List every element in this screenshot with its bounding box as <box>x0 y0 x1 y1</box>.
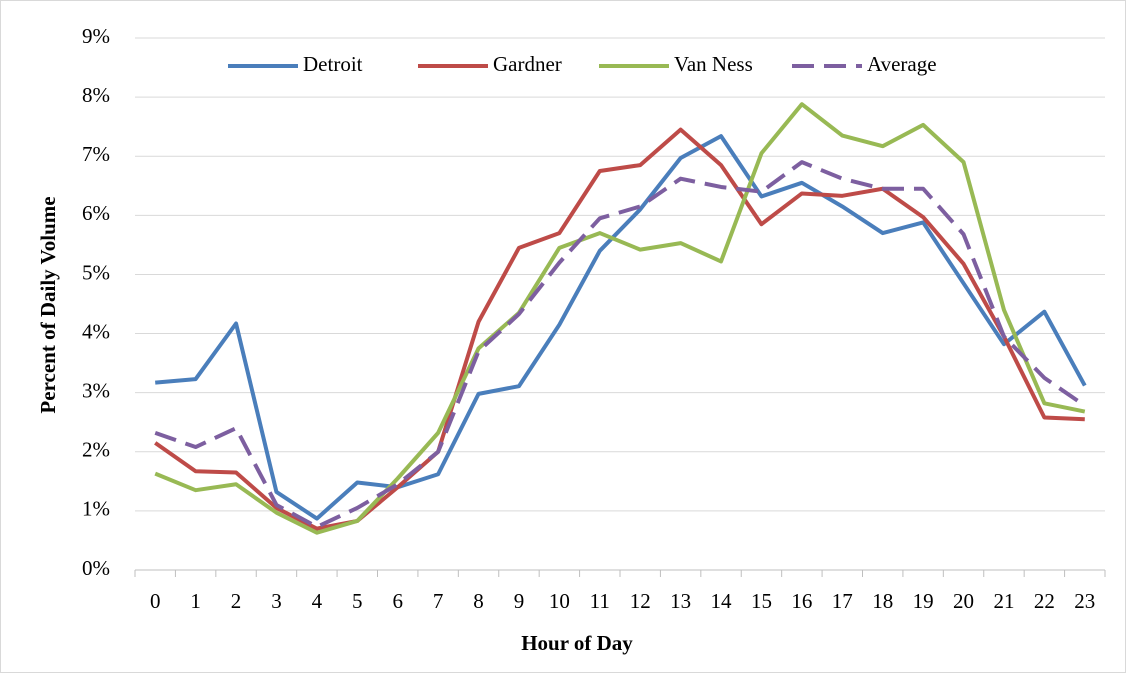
x-tick-label: 11 <box>590 589 610 613</box>
x-tick-label: 14 <box>711 589 733 613</box>
x-tick-label: 9 <box>514 589 525 613</box>
x-tick-label: 2 <box>231 589 242 613</box>
x-tick-label: 10 <box>549 589 570 613</box>
y-axis-title: Percent of Daily Volume <box>36 196 60 413</box>
x-tick-label: 19 <box>913 589 934 613</box>
legend-label: Van Ness <box>674 52 753 76</box>
line-series <box>154 160 1086 529</box>
x-tick-label: 22 <box>1034 589 1055 613</box>
x-tick-label: 13 <box>670 589 691 613</box>
y-tick-label: 7% <box>82 142 110 166</box>
x-tick-label: 0 <box>150 589 161 613</box>
x-tick-label: 15 <box>751 589 772 613</box>
x-tick-label: 18 <box>872 589 893 613</box>
x-tick-label: 23 <box>1074 589 1095 613</box>
y-tick-label: 5% <box>82 260 110 284</box>
line-series <box>155 134 1087 521</box>
legend-label: Average <box>867 52 937 76</box>
y-tick-label: 2% <box>82 438 110 462</box>
y-tick-label: 8% <box>82 83 110 107</box>
x-tick-label: 5 <box>352 589 363 613</box>
x-tick-label: 4 <box>312 589 323 613</box>
y-tick-label: 6% <box>82 201 110 225</box>
y-tick-label: 1% <box>82 497 110 521</box>
x-tick-label: 6 <box>392 589 403 613</box>
line-series <box>154 102 1086 535</box>
x-tick-label: 17 <box>832 589 853 613</box>
y-tick-label: 0% <box>82 556 110 580</box>
y-tick-label: 4% <box>82 319 110 343</box>
x-tick-label: 3 <box>271 589 282 613</box>
x-tick-label: 12 <box>630 589 651 613</box>
x-tick-label: 8 <box>473 589 484 613</box>
legend-label: Detroit <box>303 52 363 76</box>
x-tick-label: 20 <box>953 589 974 613</box>
x-tick-label: 21 <box>993 589 1014 613</box>
y-tick-label: 3% <box>82 378 110 402</box>
legend-label: Gardner <box>493 52 562 76</box>
x-tick-label: 1 <box>190 589 201 613</box>
x-tick-label: 16 <box>791 589 812 613</box>
y-tick-label: 9% <box>82 24 110 48</box>
x-axis-title: Hour of Day <box>521 631 633 655</box>
x-tick-label: 7 <box>433 589 444 613</box>
